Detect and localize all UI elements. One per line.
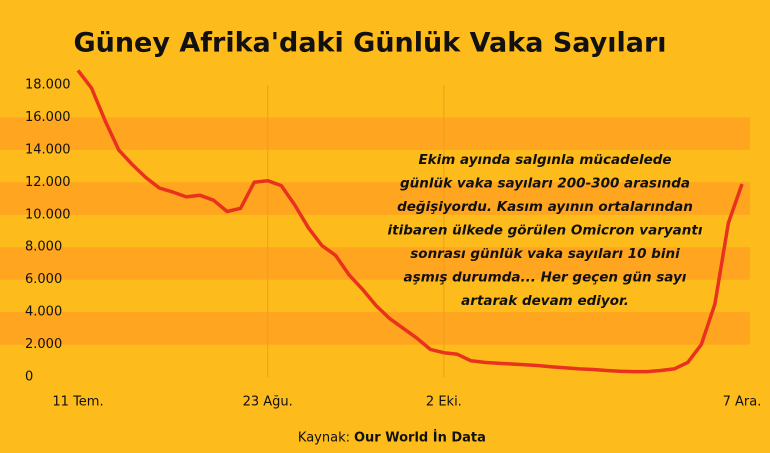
x-tick-label: 7 Ara. — [723, 395, 762, 410]
x-tick-label: 23 Ağu. — [243, 395, 293, 410]
grid-band — [0, 247, 750, 280]
line — [76, 69, 744, 374]
annotation: Ekim ayında salgınla mücadelede — [418, 152, 671, 168]
annotation: itibaren ülkede görülen Omicron varyantı — [388, 223, 703, 239]
grid-band — [0, 182, 750, 215]
annotation: günlük vaka sayıları 200-300 arasında — [400, 176, 690, 192]
y-tick-label: 18.000 — [25, 78, 71, 93]
chart-title: Güney Afrika'daki Günlük Vaka Sayıları — [73, 28, 666, 59]
grid-band — [0, 117, 750, 150]
x-tick-label: 2 Eki. — [426, 395, 462, 410]
y-tick-label: 4.000 — [25, 305, 62, 320]
source-label: Kaynak: — [298, 431, 350, 446]
y-tick-label: 8.000 — [25, 240, 62, 255]
y-tick-label: 10.000 — [25, 207, 71, 222]
grid-band — [0, 312, 750, 345]
y-tick-label: 2.000 — [25, 337, 62, 352]
y-tick-label: 16.000 — [25, 110, 71, 125]
annotation: değişiyordu. Kasım ayının ortalarından — [397, 199, 693, 215]
annotation: artarak devam ediyor. — [461, 293, 629, 309]
y-tick-label: 14.000 — [25, 142, 71, 157]
y-tick-label: 6.000 — [25, 272, 62, 287]
source: Our World İn Data — [354, 430, 486, 446]
x-tick-label: 11 Tem. — [52, 395, 103, 410]
annotation: aşmış durumda... Her geçen gün sayı — [404, 270, 687, 286]
y-tick-label: 12.000 — [25, 175, 71, 190]
annotation: sonrası günlük vaka sayıları 10 bini — [410, 246, 680, 262]
y-tick-label: 0 — [25, 370, 33, 385]
